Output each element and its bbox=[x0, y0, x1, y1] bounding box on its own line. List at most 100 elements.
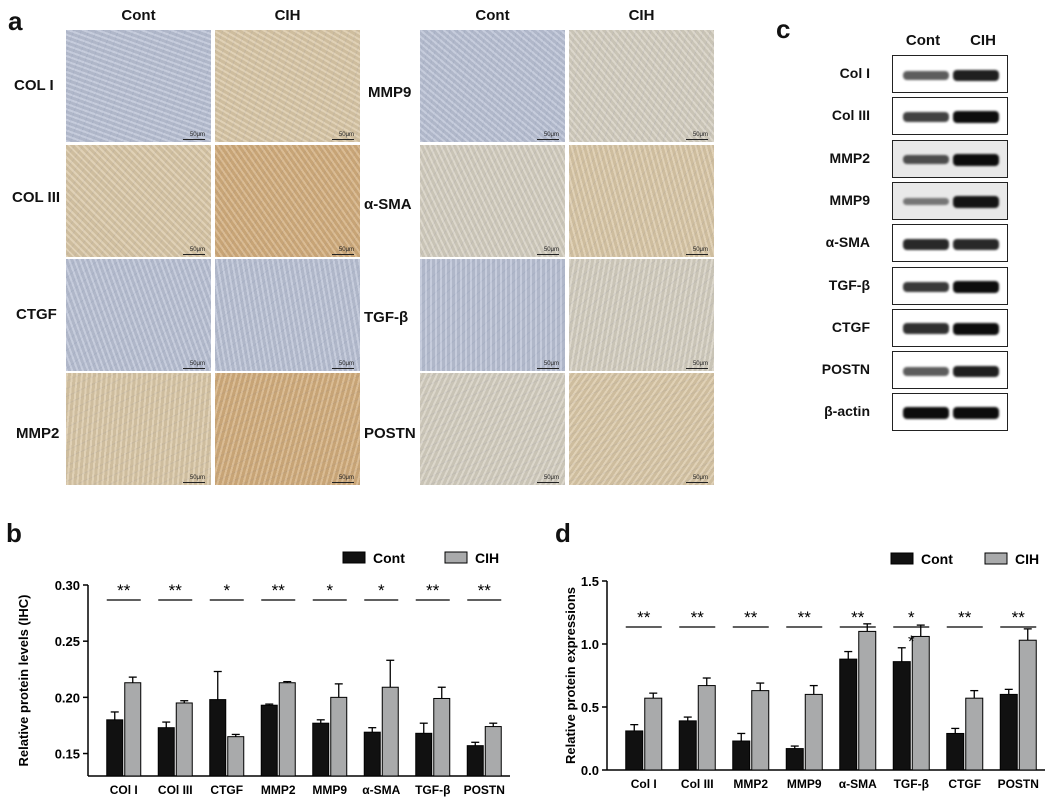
ihc-col-header-cih-left: CIH bbox=[274, 7, 301, 24]
scale-bar-label: 50μm bbox=[692, 247, 708, 253]
wb-band-cont bbox=[903, 112, 949, 123]
bar-cih bbox=[381, 686, 399, 777]
ihc-image-col1-cih: 50μm bbox=[215, 30, 360, 142]
legend-label-cont: Cont bbox=[921, 551, 953, 567]
wb-band-cont bbox=[903, 70, 949, 80]
scale-bar-label: 50μm bbox=[189, 361, 205, 367]
y-axis-label: Relative protein levels (IHC) bbox=[16, 595, 31, 767]
scale-bar-label: 50μm bbox=[338, 361, 354, 367]
bar-cih bbox=[433, 697, 451, 777]
y-tick-label: 1.5 bbox=[581, 574, 599, 589]
scale-bar bbox=[537, 254, 559, 255]
ihc-image-tgfb-cont: 50μm bbox=[420, 259, 565, 371]
panel-b-label: b bbox=[6, 518, 22, 548]
category-label: COl I bbox=[110, 783, 138, 797]
wb-blot-strip bbox=[892, 181, 1008, 220]
y-tick-label: 1.0 bbox=[581, 637, 599, 652]
ihc-row-label-asma: α-SMA bbox=[364, 196, 412, 213]
category-label: MMP2 bbox=[733, 777, 768, 791]
wb-band-cont bbox=[903, 281, 949, 292]
bar-cih bbox=[644, 697, 663, 771]
ihc-image-col3-cont: 50μm bbox=[66, 145, 211, 257]
category-label: CTGF bbox=[948, 777, 981, 791]
scale-bar-label: 50μm bbox=[543, 475, 559, 481]
wb-band-cih bbox=[953, 153, 999, 166]
bar-cih bbox=[911, 635, 930, 771]
bar-cont bbox=[209, 699, 227, 777]
bar-cont bbox=[625, 730, 644, 771]
bar-cih bbox=[124, 682, 142, 777]
ihc-image-ctgf-cih: 50μm bbox=[215, 259, 360, 371]
bar-cont bbox=[999, 693, 1018, 771]
bar-cih bbox=[965, 697, 984, 771]
panel-d-label: d bbox=[555, 518, 571, 548]
scale-bar bbox=[686, 482, 708, 483]
legend-swatch-cih bbox=[984, 552, 1008, 565]
scale-bar bbox=[537, 482, 559, 483]
ihc-image-ctgf-cont: 50μm bbox=[66, 259, 211, 371]
category-label: MMP9 bbox=[787, 777, 822, 791]
scale-bar bbox=[332, 139, 354, 140]
wb-label-1: Col III bbox=[831, 107, 870, 124]
legend-swatch-cih bbox=[444, 551, 468, 564]
ihc-image-tgfb-cih: 50μm bbox=[569, 259, 714, 371]
scale-bar bbox=[537, 139, 559, 140]
y-tick-label: 0.30 bbox=[55, 578, 80, 593]
chart-ihc-levels: 0.15 0.20 0.25 0.30 Relative protein levels … bbox=[16, 550, 510, 797]
scale-bar bbox=[686, 368, 708, 369]
significance-mark: * bbox=[223, 581, 230, 600]
significance-mark: ** bbox=[691, 608, 705, 627]
wb-band-cont bbox=[903, 238, 949, 250]
bar-cih bbox=[804, 693, 823, 771]
wb-band-cih bbox=[953, 280, 999, 293]
legend-label-cih: CIH bbox=[475, 550, 499, 566]
wb-band-cont bbox=[903, 323, 949, 335]
bar-cont bbox=[157, 727, 175, 777]
category-label: POSTN bbox=[464, 783, 505, 797]
category-label: α-SMA bbox=[839, 777, 877, 791]
wb-blot-strip bbox=[892, 351, 1008, 390]
ihc-row-label-postn: POSTN bbox=[364, 425, 416, 442]
y-tick-label: 0.15 bbox=[55, 747, 80, 762]
wb-blot-strip bbox=[892, 224, 1008, 263]
scale-bar bbox=[686, 139, 708, 140]
wb-col-header-cont: Cont bbox=[905, 32, 941, 49]
significance-mark: ** bbox=[117, 581, 131, 600]
category-label: Col I bbox=[631, 777, 657, 791]
scale-bar-label: 50μm bbox=[338, 247, 354, 253]
wb-blot-strip bbox=[892, 308, 1008, 347]
panel-c-label: c bbox=[776, 14, 791, 44]
ihc-image-postn-cih: 50μm bbox=[569, 373, 714, 485]
scale-bar-label: 50μm bbox=[189, 132, 205, 138]
ihc-row-label-col1: COL I bbox=[14, 77, 54, 94]
scale-bar-label: 50μm bbox=[189, 475, 205, 481]
bar-cont bbox=[785, 748, 804, 771]
wb-band-cont bbox=[903, 407, 949, 420]
significance-mark: * bbox=[378, 581, 385, 600]
legend-swatch-cont bbox=[890, 552, 914, 565]
ihc-image-mmp2-cont: 50μm bbox=[66, 373, 211, 485]
y-tick-label: 0.20 bbox=[55, 690, 80, 705]
bar-cih bbox=[175, 702, 193, 777]
significance-mark: ** bbox=[744, 608, 758, 627]
ihc-row-label-col3: COL III bbox=[12, 189, 61, 206]
wb-band-cih bbox=[953, 111, 999, 124]
scale-bar-label: 50μm bbox=[338, 475, 354, 481]
ihc-image-col3-cih: 50μm bbox=[215, 145, 360, 257]
y-axis-label: Relative protein expressions bbox=[563, 587, 578, 764]
ihc-row-label-mmp9: MMP9 bbox=[368, 84, 412, 101]
category-label: COl III bbox=[158, 783, 193, 797]
significance-mark: * bbox=[326, 581, 333, 600]
ihc-row-label-tgfb: TGF-β bbox=[364, 309, 409, 326]
category-label: MMP2 bbox=[261, 783, 296, 797]
bar-cih bbox=[278, 682, 296, 777]
wb-band-cont bbox=[903, 366, 949, 376]
scale-bar bbox=[332, 368, 354, 369]
ihc-image-asma-cont: 50μm bbox=[420, 145, 565, 257]
scale-bar-label: 50μm bbox=[543, 247, 559, 253]
ihc-col-header-cont-right: Cont bbox=[475, 7, 510, 24]
significance-mark: ** bbox=[637, 608, 651, 627]
significance-mark: ** bbox=[478, 581, 492, 600]
wb-label-3: MMP9 bbox=[829, 191, 870, 208]
